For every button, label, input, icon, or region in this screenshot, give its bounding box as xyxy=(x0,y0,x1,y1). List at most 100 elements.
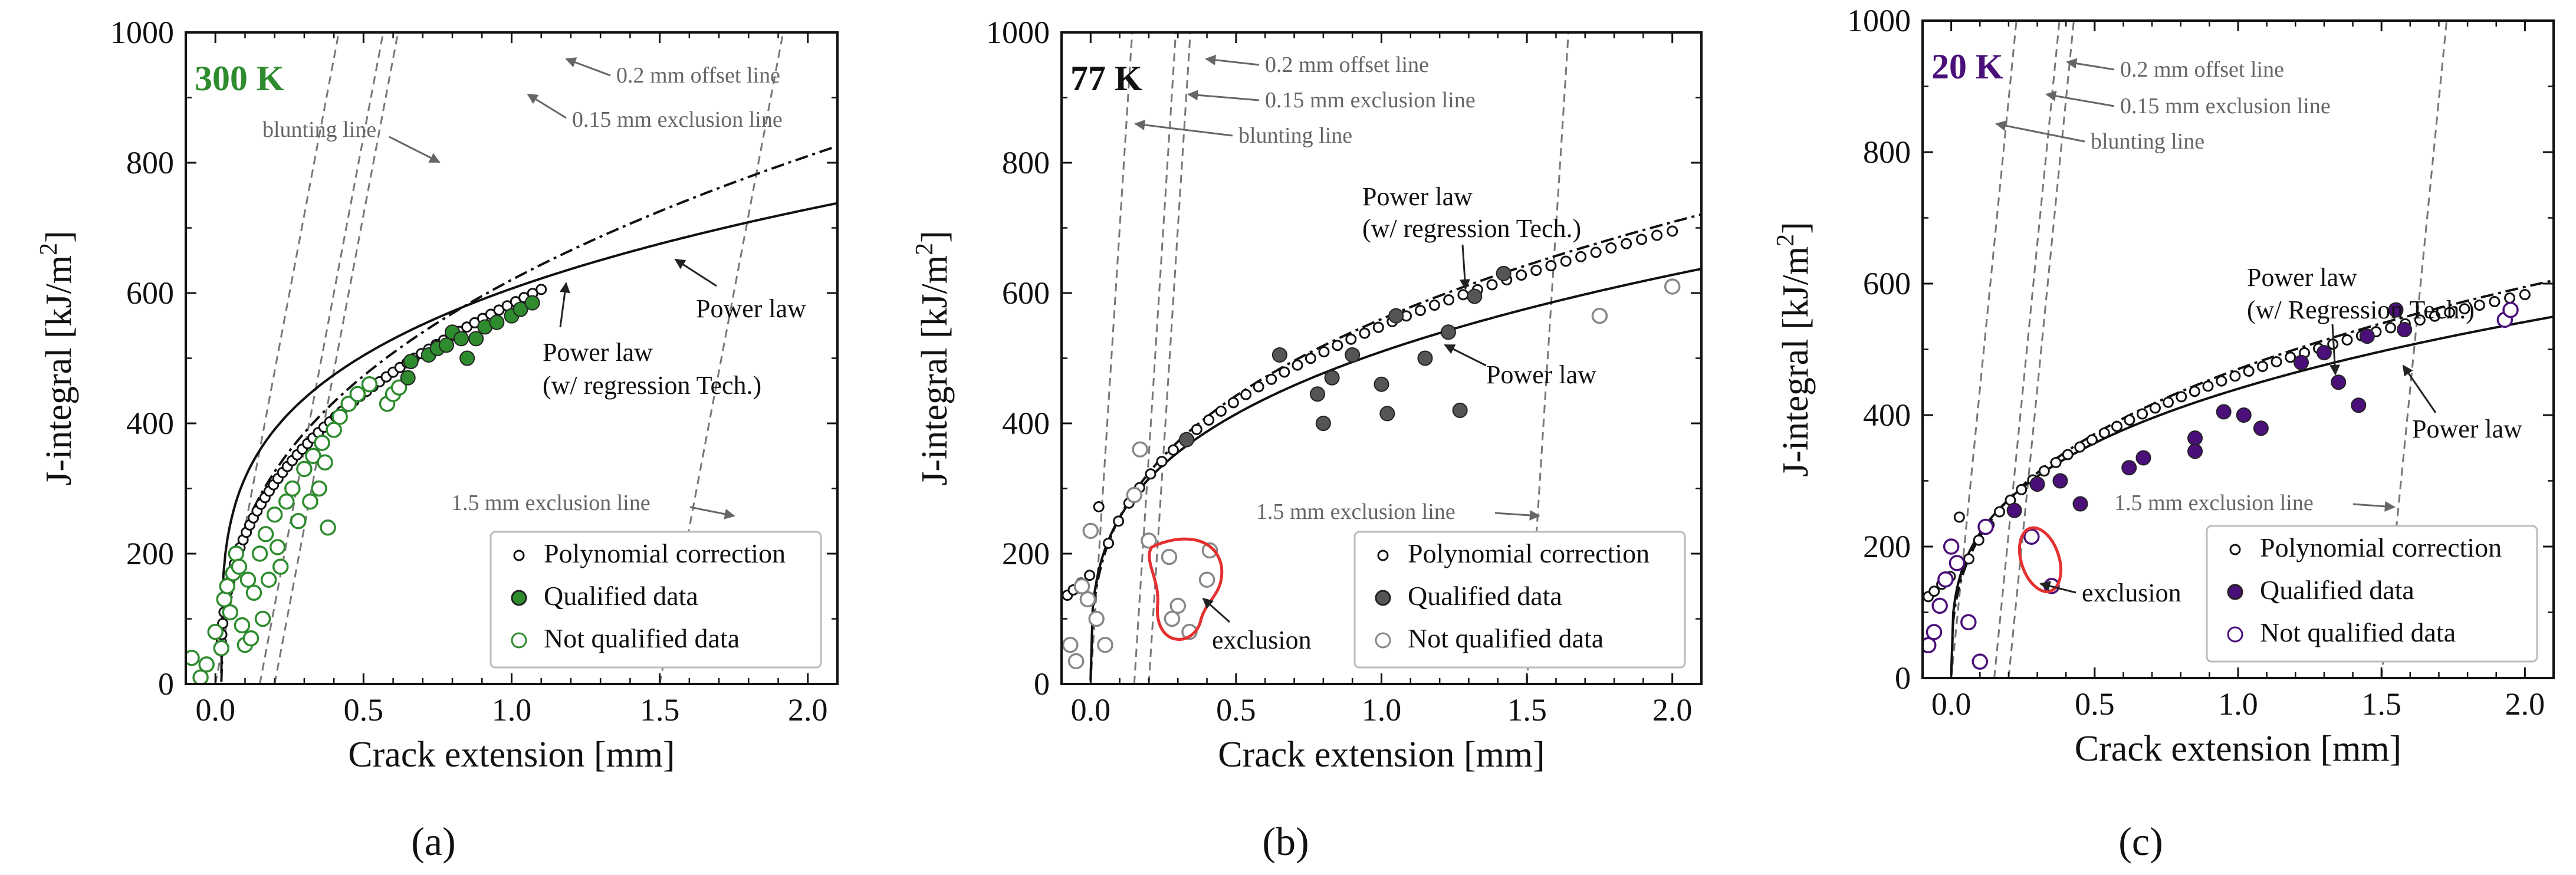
y-tick-label: 200 xyxy=(126,536,174,571)
annotation-arrow xyxy=(1202,597,1230,623)
polynomial-point xyxy=(1963,553,1974,565)
polynomial-point xyxy=(1227,397,1239,409)
annotation-arrow xyxy=(1494,509,1540,521)
polynomial-point xyxy=(1621,238,1632,249)
not-qualified-point xyxy=(242,630,259,647)
not-qualified-point xyxy=(317,454,333,471)
x-tick-label: 0.5 xyxy=(2075,686,2115,722)
not-qualified-point xyxy=(296,460,313,478)
annotation-exclusion-15: 1.5 mm exclusion line xyxy=(2114,491,2314,515)
qualified-point xyxy=(2187,430,2203,446)
legend-label: Not qualified data xyxy=(1408,623,1604,653)
not-qualified-point xyxy=(1931,597,1948,614)
qualified-point xyxy=(489,314,505,330)
qualified-point xyxy=(2052,473,2068,489)
panel-label: (c) xyxy=(2118,819,2163,864)
legend-label: Polynomial correction xyxy=(544,538,786,568)
qualified-point xyxy=(2294,354,2309,370)
construction-line-2 xyxy=(259,32,385,684)
polynomial-point xyxy=(1167,444,1179,456)
polynomial-point xyxy=(1428,299,1440,311)
polynomial-point xyxy=(2243,366,2255,377)
polynomial-point xyxy=(2189,386,2200,397)
plot-area xyxy=(186,32,837,684)
power-law-curve xyxy=(220,202,837,673)
annotation-offset: 0.2 mm offset line xyxy=(1265,52,1429,77)
annotation-blunting: blunting line xyxy=(1238,123,1352,148)
annotation-arrow xyxy=(689,506,735,519)
qualified-point xyxy=(1315,416,1331,431)
not-qualified-point xyxy=(320,519,336,536)
polynomial-point xyxy=(2385,322,2397,334)
y-tick-label: 600 xyxy=(1863,266,1911,301)
qualified-point xyxy=(1374,376,1389,392)
annotation-exclusion-015: 0.15 mm exclusion line xyxy=(572,107,783,132)
x-axis-label: Crack extension [mm] xyxy=(348,735,675,775)
qualified-point xyxy=(2253,420,2269,436)
not-qualified-point xyxy=(311,480,327,497)
qualified-point xyxy=(2072,496,2088,512)
not-qualified-point xyxy=(219,578,236,594)
qualified-point xyxy=(2397,322,2413,338)
not-qualified-point xyxy=(272,558,289,575)
not-qualified-point xyxy=(228,545,245,562)
x-tick-label: 0.5 xyxy=(344,692,384,728)
not-qualified-point xyxy=(2023,528,2040,545)
polynomial-point xyxy=(1928,585,1940,597)
not-qualified-point xyxy=(234,617,251,634)
y-tick-label: 400 xyxy=(1002,406,1050,441)
polynomial-point xyxy=(1486,279,1498,291)
qualified-point xyxy=(2331,374,2347,390)
qualified-point xyxy=(2388,302,2404,318)
chart-panel-3: 0 200 400 600 800 1000 0.0 0.5 1.0 1.5 2.0 Crack ex… xyxy=(1772,3,2555,864)
not-qualified-point xyxy=(213,640,230,656)
y-tick-label: 0 xyxy=(158,666,174,702)
polynomial-point xyxy=(2163,396,2174,408)
polynomial-point xyxy=(2124,414,2135,426)
x-tick-label: 0.5 xyxy=(1216,692,1256,728)
x-axis-label: Crack extension [mm] xyxy=(1218,735,1545,775)
polynomial-point xyxy=(1636,233,1648,245)
qualified-point xyxy=(439,337,454,353)
annotation-arrow xyxy=(674,258,717,287)
legend-marker xyxy=(1377,550,1389,561)
not-qualified-point xyxy=(1082,522,1099,540)
not-qualified-point xyxy=(1972,653,1989,670)
legend xyxy=(2206,525,2538,663)
polynomial-point xyxy=(1215,405,1227,417)
not-qualified-point xyxy=(1126,486,1143,504)
not-qualified-point xyxy=(266,506,283,523)
not-qualified-point xyxy=(239,571,257,588)
temperature-label: 20 K xyxy=(1931,47,2003,86)
legend-marker xyxy=(513,550,525,561)
not-qualified-point xyxy=(278,493,295,510)
y-tick-label: 200 xyxy=(1863,529,1911,564)
polynomial-point xyxy=(1530,265,1542,277)
qualified-point xyxy=(468,331,484,347)
y-tick-label: 800 xyxy=(1863,134,1911,170)
annotation-exclusion-015: 0.15 mm exclusion line xyxy=(2120,94,2331,119)
not-qualified-point xyxy=(260,571,277,588)
not-qualified-point xyxy=(1062,636,1079,653)
qualified-point xyxy=(1440,324,1456,340)
not-qualified-point xyxy=(216,591,233,608)
polynomial-point xyxy=(1103,537,1115,549)
annotation-power-law: Power law xyxy=(2412,415,2522,443)
x-tick-label: 0.0 xyxy=(195,692,235,728)
annotation-power-law: Power law xyxy=(1486,360,1596,389)
qualified-point xyxy=(2216,404,2232,420)
qualified-point xyxy=(1179,432,1195,448)
polynomial-point xyxy=(1279,366,1290,378)
not-qualified-point xyxy=(314,435,330,451)
chart-panel-2: 0 200 400 600 800 1000 0.0 0.5 1.0 1.5 2.0 Crack ex… xyxy=(911,15,1703,864)
x-tick-label: 2.0 xyxy=(788,692,828,728)
polynomial-point xyxy=(2489,296,2501,308)
x-tick-label: 1.0 xyxy=(1362,692,1402,728)
annotation-exclusion-015: 0.15 mm exclusion line xyxy=(1265,88,1476,113)
annotation-arrow xyxy=(389,136,441,163)
y-tick-label: 400 xyxy=(126,406,174,441)
not-qualified-point xyxy=(302,493,318,510)
annotation-blunting: blunting line xyxy=(262,117,376,142)
qualified-point xyxy=(459,350,475,366)
x-tick-label: 0.0 xyxy=(1931,686,1972,722)
